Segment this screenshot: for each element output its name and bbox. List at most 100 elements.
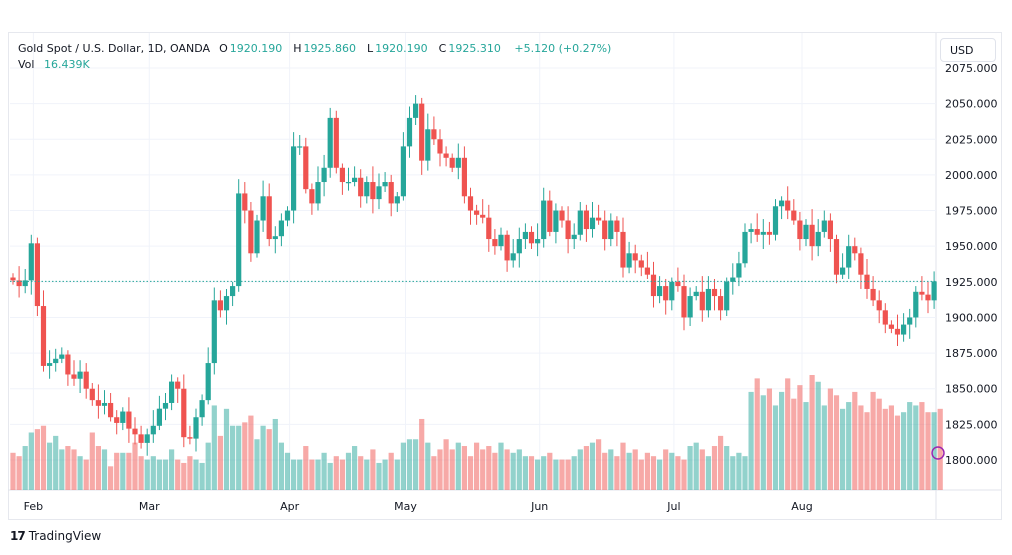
candle-body: [553, 210, 559, 232]
close-value: 1925.310: [448, 42, 501, 55]
candle-body: [504, 234, 510, 261]
candle-body: [894, 328, 901, 335]
candle-body: [321, 167, 327, 183]
candle-body: [711, 288, 718, 297]
candle-body: [47, 363, 53, 366]
volume-bar: [242, 422, 248, 490]
candle-body: [394, 196, 400, 204]
candle-body: [162, 402, 169, 409]
volume-bar: [199, 462, 205, 490]
volume-bar: [431, 456, 437, 490]
candle-body: [626, 253, 632, 268]
candle-body: [406, 117, 413, 147]
candle-body: [772, 206, 779, 235]
volume-bar: [730, 456, 736, 490]
candle-body: [193, 417, 199, 439]
candle-body: [699, 291, 705, 311]
candle-body: [931, 281, 937, 301]
candle-body: [833, 239, 840, 275]
candle-body: [559, 210, 565, 221]
symbol-title[interactable]: Gold Spot / U.S. Dollar, 1D, OANDA: [18, 42, 211, 55]
volume-bar: [766, 388, 772, 490]
volume-bar: [236, 425, 242, 490]
volume-bar: [583, 446, 589, 490]
x-tick-label: Jul: [666, 500, 680, 513]
last-price-line: [10, 280, 945, 460]
volume-bar: [644, 452, 650, 490]
volume-bar: [455, 442, 461, 490]
volume-bar: [492, 452, 498, 490]
candle-body: [809, 224, 815, 247]
candle-body: [83, 371, 89, 389]
candle-body: [492, 239, 498, 247]
volume-bar: [83, 459, 89, 490]
candle-body: [846, 246, 852, 268]
volume-bar: [449, 449, 455, 490]
candle-body: [419, 103, 425, 161]
candle-body: [388, 182, 394, 204]
candle-body: [242, 193, 248, 211]
candle-body: [827, 220, 833, 240]
volume-bars: [10, 375, 943, 490]
candle-body: [467, 196, 474, 211]
volume-bar: [882, 408, 888, 490]
volume-bar: [663, 449, 669, 490]
candle-body: [681, 286, 687, 318]
volume-bar: [724, 446, 730, 490]
candle-body: [547, 200, 553, 232]
candle-body: [71, 374, 77, 379]
candle-body: [34, 243, 40, 307]
candle-body: [370, 182, 376, 200]
candle-body: [101, 402, 108, 406]
volume-bar: [89, 432, 95, 490]
y-tick-label: 1975.000: [945, 205, 998, 218]
volume-bar: [681, 459, 687, 490]
volume-bar: [577, 449, 583, 490]
candle-body: [138, 434, 144, 443]
volume-value: 16.439K: [43, 58, 90, 71]
tradingview-logo-icon: 17: [10, 529, 26, 543]
candle-body: [791, 210, 797, 221]
candle-body: [541, 200, 547, 240]
candle-body: [248, 210, 254, 254]
volume-bar: [413, 439, 419, 490]
chart-frame: [8, 32, 1002, 520]
candle-body: [449, 157, 455, 168]
x-tick-label: May: [394, 500, 417, 513]
y-tick-label: 1950.000: [945, 240, 998, 253]
volume-bar: [352, 446, 358, 490]
candle-body: [431, 129, 437, 140]
candle-body: [766, 231, 772, 235]
candle-body: [254, 220, 260, 254]
volume-bar: [291, 459, 297, 490]
volume-bar: [474, 442, 480, 490]
y-tick-label: 1925.000: [945, 276, 998, 289]
candles: [10, 95, 937, 456]
tradingview-logo[interactable]: 17 TradingView: [10, 529, 101, 543]
scroll-marker-icon: [931, 446, 945, 460]
candle-body: [675, 281, 681, 287]
candle-body: [40, 306, 47, 366]
candle-body: [821, 220, 827, 232]
candle-body: [144, 434, 150, 443]
candle-body: [589, 217, 596, 230]
currency-button[interactable]: USD: [940, 38, 996, 62]
volume-bar: [919, 402, 925, 490]
volume-bar: [571, 456, 577, 490]
candle-body: [870, 288, 876, 301]
candle-body: [614, 220, 620, 232]
candle-body: [284, 210, 291, 221]
volume-bar: [400, 442, 406, 490]
volume-bar: [40, 425, 47, 490]
volume-bar: [705, 456, 711, 490]
candle-body: [425, 129, 431, 161]
volume-bar: [144, 459, 150, 490]
volume-bar: [718, 435, 724, 490]
candle-body: [309, 189, 315, 204]
candle-body: [315, 182, 321, 204]
candle-body: [718, 296, 724, 311]
volume-bar: [425, 442, 431, 490]
volume-bar: [260, 425, 266, 490]
volume-bar: [193, 459, 199, 490]
